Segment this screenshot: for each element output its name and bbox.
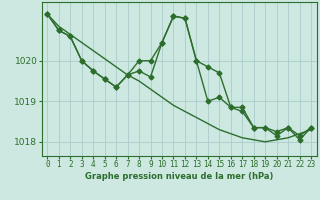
X-axis label: Graphe pression niveau de la mer (hPa): Graphe pression niveau de la mer (hPa) xyxy=(85,172,273,181)
